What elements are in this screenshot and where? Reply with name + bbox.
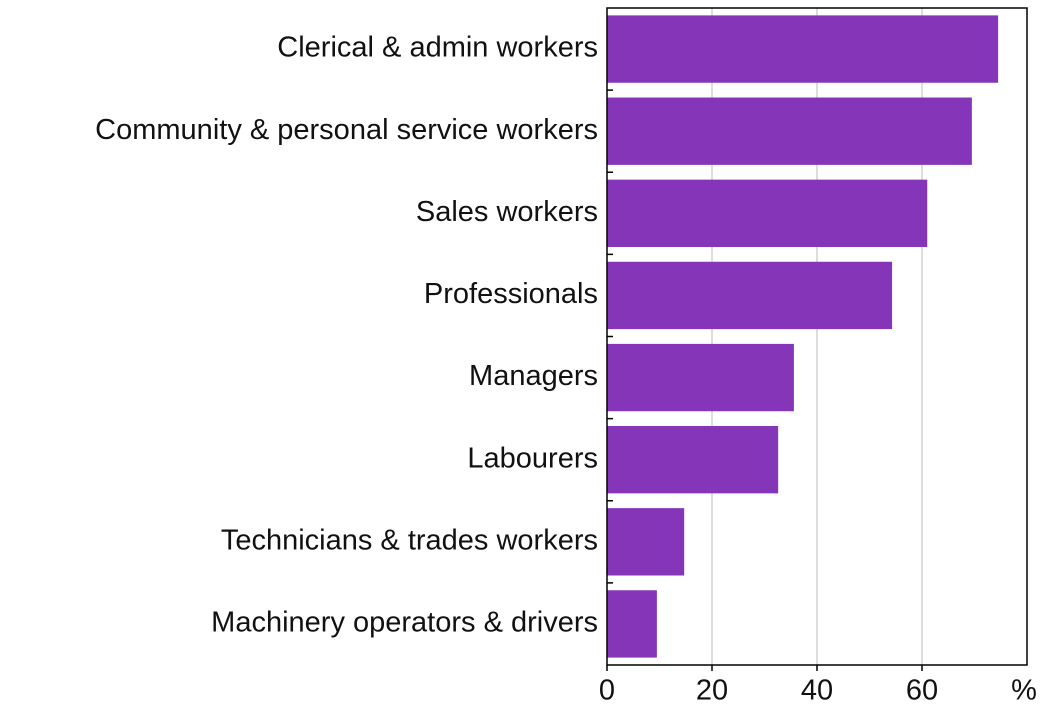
y-tick-label: Professionals	[424, 278, 598, 310]
bar	[607, 426, 779, 494]
x-tick-label: 0	[599, 675, 615, 707]
y-tick-label: Sales workers	[416, 196, 598, 228]
x-tick-label: 20	[696, 675, 728, 707]
y-tick-label: Community & personal service workers	[95, 114, 598, 146]
x-tick-label: 60	[906, 675, 938, 707]
y-tick-label: Labourers	[467, 442, 598, 474]
bar	[607, 179, 928, 247]
plot-frame	[606, 7, 1028, 666]
y-tick-label: Machinery operators & drivers	[211, 607, 598, 639]
bar	[607, 590, 657, 658]
x-unit-label: %	[1011, 675, 1037, 707]
y-tick-label: Clerical & admin workers	[277, 32, 598, 64]
bar	[607, 508, 685, 576]
bar	[607, 15, 999, 83]
bar	[607, 97, 972, 165]
bar	[607, 261, 893, 330]
bar	[607, 343, 794, 412]
x-tick-label: 40	[801, 675, 833, 707]
y-tick-label: Managers	[469, 360, 598, 392]
y-tick-label: Technicians & trades workers	[221, 524, 598, 556]
